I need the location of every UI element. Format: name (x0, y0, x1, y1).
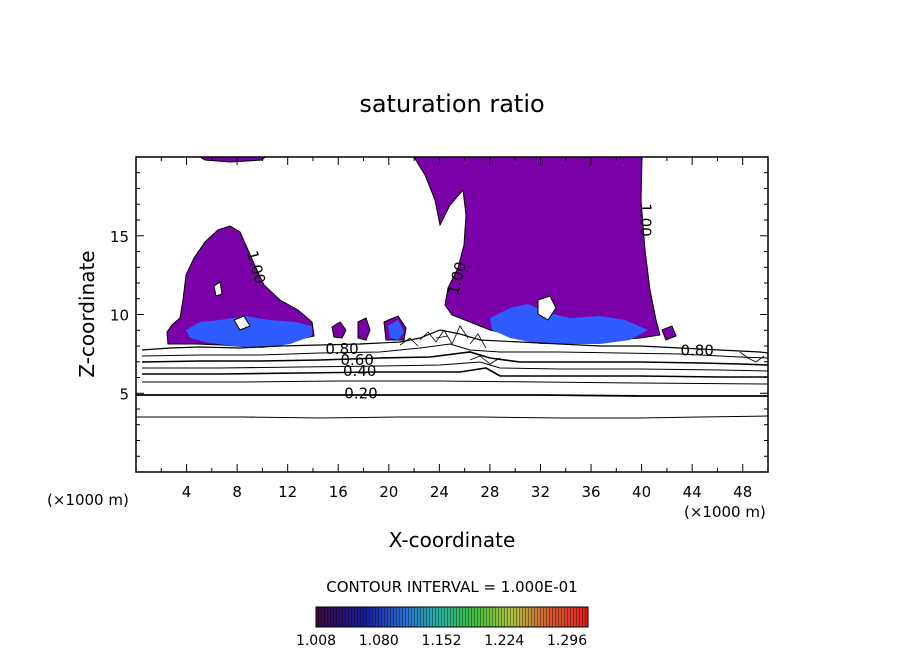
cloud-region-right (413, 157, 661, 341)
high-saturation-right (490, 304, 648, 344)
colorbar-ticks: 1.008 1.080 1.152 1.224 1.296 (296, 633, 587, 649)
y-tick-label: 5 (119, 385, 129, 403)
x-tick-label: 40 (632, 483, 651, 501)
contour-labels: 0.200.400.600.80 0.801.00 1.001.00 (243, 203, 714, 402)
cloud-region-top-left (199, 157, 266, 163)
contour-line-030 (142, 380, 768, 385)
colorbar-stripes (316, 607, 588, 627)
x-unit-right: (×1000 m) (684, 503, 766, 521)
colorbar-tick-label: 1.152 (421, 633, 461, 649)
cloud-fragment-d (661, 325, 677, 341)
x-axis-title: X-coordinate (389, 528, 516, 552)
x-tick-label: 44 (683, 483, 702, 501)
x-tick-label: 20 (379, 483, 398, 501)
contour-label: 0.20 (344, 384, 377, 402)
contour-interval-label: CONTOUR INTERVAL = 1.000E-01 (326, 578, 577, 596)
cloud-hole-2 (537, 295, 557, 321)
contour-line-010 (136, 415, 768, 419)
x-tick-label: 12 (278, 483, 297, 501)
x-tick-label: 16 (329, 483, 348, 501)
cloud-fragment-b (357, 317, 371, 341)
x-tick-label: 48 (733, 483, 752, 501)
cloud-hole-3 (213, 281, 223, 297)
contour-label: 0.80 (325, 340, 358, 358)
contour-line-070 (141, 343, 768, 359)
x-tick-label: 4 (182, 483, 192, 501)
cloud-fragment-a (331, 321, 347, 339)
contour-line-020 (136, 394, 768, 397)
x-tick-label: 32 (531, 483, 550, 501)
x-tick-label: 8 (232, 483, 242, 501)
x-tick-label: 36 (581, 483, 600, 501)
x-tick-label: 24 (430, 483, 449, 501)
y-axis-title: Z-coordinate (75, 250, 99, 377)
contour-label: 0.40 (343, 362, 376, 380)
contour-label: 0.60 (340, 351, 373, 369)
cloud-hole-1 (233, 315, 251, 331)
plot-area (136, 157, 768, 419)
contour-line-080 (141, 329, 768, 354)
y-tick-label: 15 (110, 228, 129, 246)
contour-label: 0.80 (681, 342, 714, 360)
x-unit-left: (×1000 m) (47, 491, 129, 509)
contour-line-060 (141, 351, 768, 366)
y-tick-label: 10 (110, 307, 129, 325)
contour-wiggles (399, 325, 765, 365)
x-tick-label: 28 (480, 483, 499, 501)
contour-line-050 (142, 361, 768, 372)
colorbar-tick-label: 1.224 (484, 633, 524, 649)
colorbar-tick-label: 1.080 (359, 633, 399, 649)
high-saturation-mid (388, 320, 404, 340)
high-saturation-left (186, 316, 312, 348)
chart-title: saturation ratio (359, 90, 544, 118)
colorbar-tick-label: 1.008 (296, 633, 336, 649)
contour-line-040 (142, 367, 768, 378)
contour-label: 1.00 (636, 203, 654, 236)
colorbar-tick-label: 1.296 (547, 633, 587, 649)
